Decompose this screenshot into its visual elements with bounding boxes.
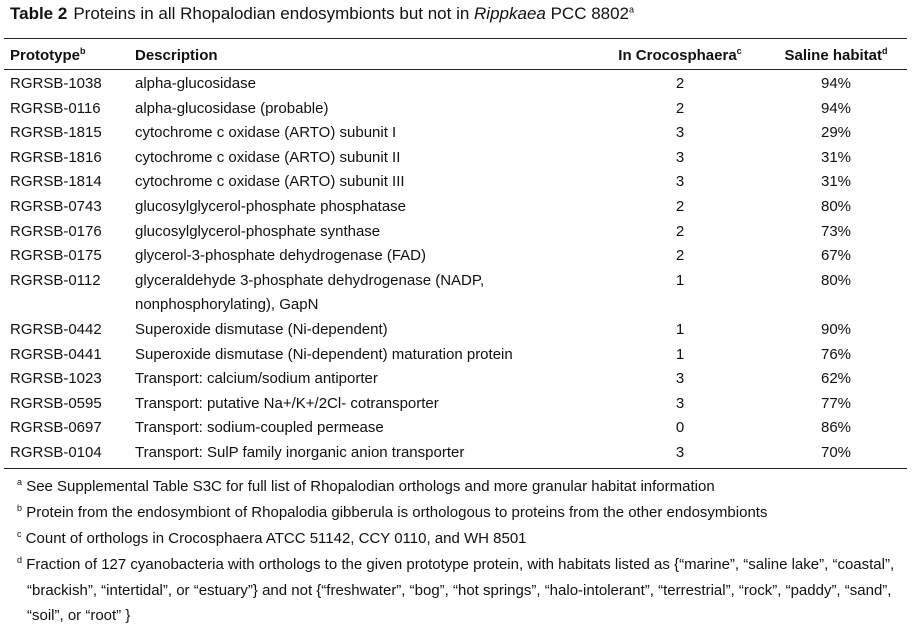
table-footnotes: a See Supplemental Table S3C for full li… bbox=[12, 474, 902, 629]
crocosphaera-count-cell: 1 bbox=[675, 271, 685, 289]
saline-habitat-cell: 31% bbox=[820, 148, 852, 166]
table-row: RGRSB-0116 alpha-glucosidase (probable) 2 9… bbox=[4, 97, 907, 122]
table-row: RGRSB-1816 cytochrome c oxidase (ARTO) su… bbox=[4, 146, 907, 171]
saline-habitat-cell: 31% bbox=[820, 173, 852, 191]
table-row: RGRSB-1038 alpha-glucosidase 2 94% bbox=[4, 70, 907, 97]
prototype-cell: RGRSB-0743 bbox=[10, 197, 102, 215]
caption-italic-genus: Rippkaea bbox=[474, 4, 546, 23]
prototype-cell: RGRSB-1023 bbox=[10, 370, 102, 388]
header-description: Description bbox=[135, 47, 218, 64]
saline-habitat-cell: 73% bbox=[820, 222, 852, 240]
table-row: RGRSB-0441 Superoxide dismutase (Ni-depen… bbox=[4, 343, 907, 368]
description-cell: glyceraldehyde 3-phosphate dehydrogenase… bbox=[135, 271, 485, 314]
caption-footnote-mark: a bbox=[629, 4, 635, 15]
prototype-cell: RGRSB-0595 bbox=[10, 394, 102, 412]
footnote-b: b Protein from the endosymbiont of Rhopa… bbox=[17, 503, 768, 522]
crocosphaera-count-cell: 1 bbox=[675, 320, 685, 338]
proteins-table: Prototypeb Description In Crocosphaerac … bbox=[4, 38, 907, 469]
description-cell: glucosylglycerol-phosphate phosphatase bbox=[135, 197, 407, 215]
prototype-cell: RGRSB-0104 bbox=[10, 443, 102, 461]
caption-text-end: PCC 8802 bbox=[545, 4, 630, 23]
saline-habitat-cell: 94% bbox=[820, 75, 852, 92]
table-row: RGRSB-1023 Transport: calcium/sodium anti… bbox=[4, 367, 907, 392]
saline-habitat-cell: 77% bbox=[820, 394, 852, 412]
table-row: RGRSB-0104 Transport: SulP family inorgan… bbox=[4, 441, 907, 468]
saline-habitat-cell: 29% bbox=[820, 124, 852, 142]
table-row: RGRSB-0595 Transport: putative Na+/K+/2Cl… bbox=[4, 392, 907, 417]
footnote-c: c Count of orthologs in Crocosphaera ATC… bbox=[17, 529, 527, 548]
crocosphaera-count-cell: 1 bbox=[675, 345, 685, 363]
saline-habitat-cell: 90% bbox=[820, 320, 852, 338]
description-cell: glycerol-3-phosphate dehydrogenase (FAD) bbox=[135, 247, 426, 265]
table-row: RGRSB-1814 cytochrome c oxidase (ARTO) su… bbox=[4, 170, 907, 195]
saline-habitat-cell: 80% bbox=[820, 197, 852, 215]
crocosphaera-count-cell: 3 bbox=[675, 148, 685, 166]
crocosphaera-count-cell: 2 bbox=[675, 247, 685, 265]
crocosphaera-count-cell: 3 bbox=[675, 394, 685, 412]
description-continuation: nonphosphorylating), GapN bbox=[135, 296, 319, 314]
prototype-cell: RGRSB-0176 bbox=[10, 222, 102, 240]
caption-text: Proteins in all Rhopalodian endosymbiont… bbox=[73, 4, 475, 23]
saline-habitat-cell: 62% bbox=[820, 370, 852, 388]
prototype-cell: RGRSB-0442 bbox=[10, 320, 102, 338]
table-row: RGRSB-0743 glucosylglycerol-phosphate pho… bbox=[4, 195, 907, 220]
description-cell: Transport: sodium-coupled permease bbox=[135, 419, 384, 437]
crocosphaera-count-cell: 3 bbox=[675, 124, 685, 142]
table-row: RGRSB-0176 glucosylglycerol-phosphate syn… bbox=[4, 220, 907, 245]
description-cell: Transport: putative Na+/K+/2Cl- cotransp… bbox=[135, 394, 439, 412]
prototype-cell: RGRSB-0441 bbox=[10, 345, 102, 363]
prototype-cell: RGRSB-1814 bbox=[10, 173, 102, 191]
footnote-d: d Fraction of 127 cyanobacteria with ort… bbox=[17, 555, 895, 625]
header-saline-habitat: Saline habitatd bbox=[784, 46, 888, 65]
crocosphaera-count-cell: 3 bbox=[675, 443, 685, 461]
saline-habitat-cell: 67% bbox=[820, 247, 852, 265]
saline-habitat-cell: 86% bbox=[820, 419, 852, 437]
crocosphaera-count-cell: 0 bbox=[675, 419, 685, 437]
crocosphaera-count-cell: 3 bbox=[675, 173, 685, 191]
prototype-cell: RGRSB-0112 bbox=[10, 271, 101, 289]
description-cell: cytochrome c oxidase (ARTO) subunit II bbox=[135, 148, 401, 166]
saline-habitat-cell: 80% bbox=[820, 271, 852, 289]
table-label: Table 2 bbox=[10, 4, 68, 23]
crocosphaera-count-cell: 2 bbox=[675, 75, 685, 92]
header-crocosphaera: In Crocosphaerac bbox=[618, 46, 742, 65]
description-cell: Superoxide dismutase (Ni-dependent) matu… bbox=[135, 345, 513, 363]
table-row: RGRSB-1815 cytochrome c oxidase (ARTO) su… bbox=[4, 121, 907, 146]
crocosphaera-count-cell: 2 bbox=[675, 99, 685, 117]
saline-habitat-cell: 70% bbox=[820, 443, 852, 461]
description-cell: alpha-glucosidase bbox=[135, 75, 256, 92]
prototype-cell: RGRSB-0175 bbox=[10, 247, 102, 265]
description-cell: glucosylglycerol-phosphate synthase bbox=[135, 222, 381, 240]
table-caption: Table 2 Proteins in all Rhopalodian endos… bbox=[10, 4, 634, 24]
prototype-cell: RGRSB-1816 bbox=[10, 148, 102, 166]
prototype-cell: RGRSB-0116 bbox=[10, 99, 101, 117]
description-cell: cytochrome c oxidase (ARTO) subunit I bbox=[135, 124, 397, 142]
footnote-a: a See Supplemental Table S3C for full li… bbox=[17, 477, 715, 496]
table-row: RGRSB-0442 Superoxide dismutase (Ni-depen… bbox=[4, 318, 907, 343]
description-cell: Superoxide dismutase (Ni-dependent) bbox=[135, 320, 388, 338]
crocosphaera-count-cell: 2 bbox=[675, 197, 685, 215]
prototype-cell: RGRSB-0697 bbox=[10, 419, 102, 437]
description-cell: alpha-glucosidase (probable) bbox=[135, 99, 329, 117]
crocosphaera-count-cell: 2 bbox=[675, 222, 685, 240]
table-row: RGRSB-0697 Transport: sodium-coupled perm… bbox=[4, 416, 907, 441]
table-header-row: Prototypeb Description In Crocosphaerac … bbox=[4, 38, 907, 70]
saline-habitat-cell: 94% bbox=[820, 99, 852, 117]
prototype-cell: RGRSB-1038 bbox=[10, 75, 102, 92]
crocosphaera-count-cell: 3 bbox=[675, 370, 685, 388]
description-cell: Transport: calcium/sodium antiporter bbox=[135, 370, 378, 388]
header-prototype: Prototypeb bbox=[10, 46, 86, 65]
table-row: RGRSB-0112 glyceraldehyde 3-phosphate deh… bbox=[4, 269, 907, 318]
table-row: RGRSB-0175 glycerol-3-phosphate dehydroge… bbox=[4, 244, 907, 269]
description-cell: cytochrome c oxidase (ARTO) subunit III bbox=[135, 173, 405, 191]
saline-habitat-cell: 76% bbox=[820, 345, 852, 363]
description-cell: Transport: SulP family inorganic anion t… bbox=[135, 443, 465, 461]
prototype-cell: RGRSB-1815 bbox=[10, 124, 102, 142]
